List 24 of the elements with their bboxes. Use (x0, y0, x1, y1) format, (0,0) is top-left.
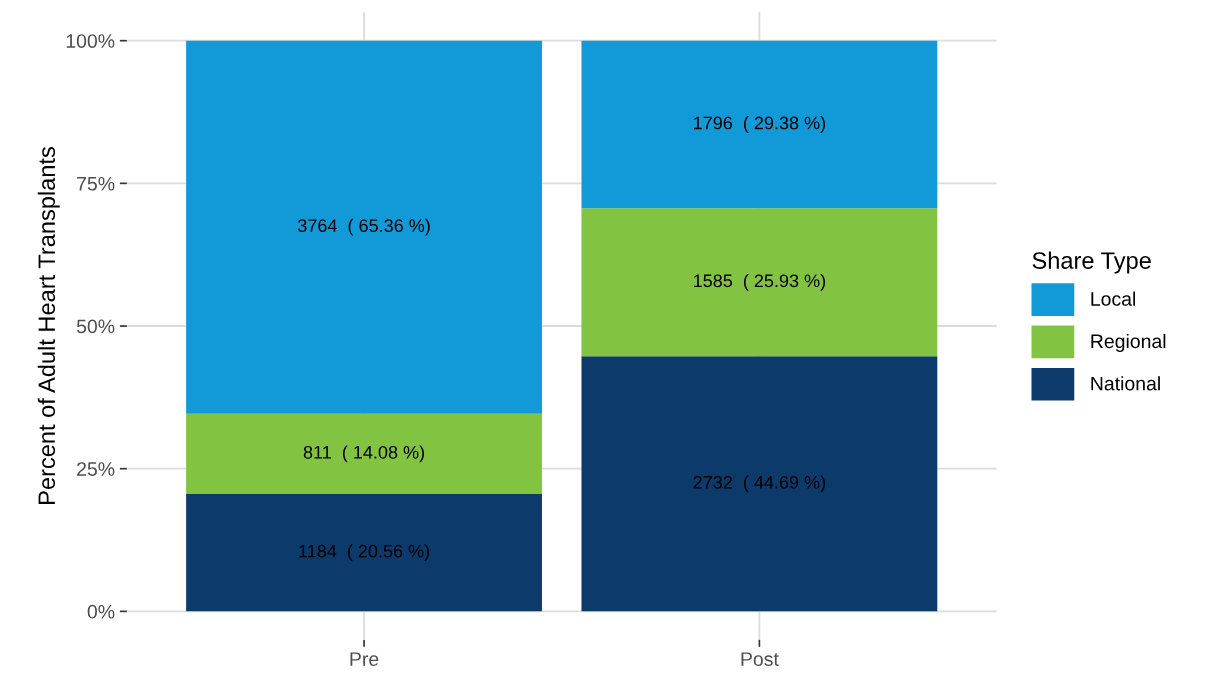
bar (581, 356, 938, 612)
y-axis-title: Percent of Adult Heart Transplants (37, 147, 60, 504)
legend-label: National (1091, 376, 1160, 391)
bar (581, 208, 938, 357)
data-label: 1585 ( 25.93 %) (694, 273, 826, 291)
data-label: 3764 ( 65.36 %) (297, 218, 430, 236)
legend-title: Share Type (1032, 251, 1151, 274)
bar (186, 413, 542, 495)
legend-label: Local (1091, 291, 1136, 306)
bar (186, 40, 542, 414)
y-tick-label: 0% (87, 604, 115, 619)
y-tick-label: 50% (76, 319, 115, 334)
y-tick-label: 25% (77, 462, 115, 476)
data-label: 1796 ( 29.38 %) (694, 116, 826, 133)
x-tick-label: Post (741, 652, 779, 666)
y-tick-label: 75% (77, 176, 115, 191)
bar (186, 494, 542, 612)
legend-label: Regional (1091, 333, 1166, 352)
data-label: 2732 ( 44.69 %) (693, 475, 826, 493)
y-tick-label: 100% (66, 34, 115, 48)
bar (581, 40, 938, 209)
data-label: 1184 ( 20.56 %) (299, 544, 430, 562)
data-label: 811 ( 14.08 %) (303, 445, 424, 463)
x-tick-label: Pre (350, 652, 379, 666)
